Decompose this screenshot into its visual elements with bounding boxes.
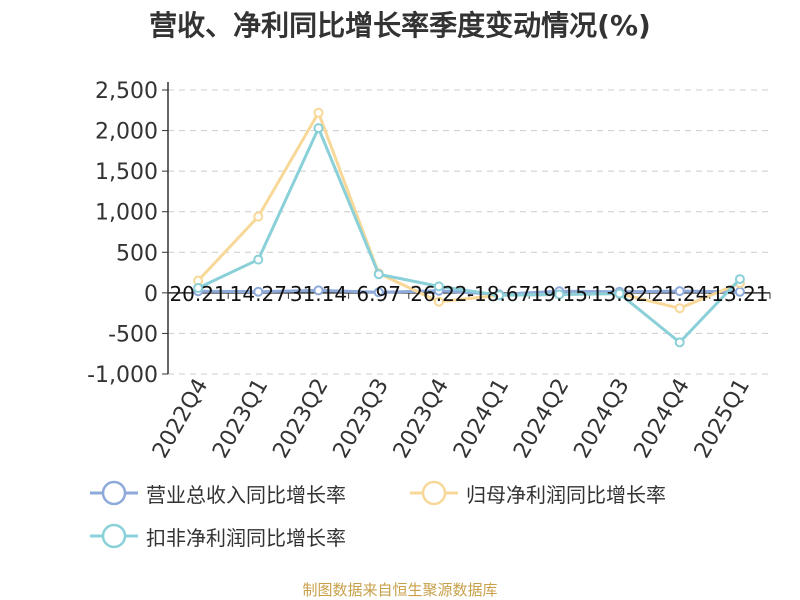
legend-item[interactable]: 归母净利润同比增长率 (408, 478, 666, 508)
data-point (554, 289, 565, 300)
data-label: 14.27 (230, 282, 287, 306)
data-point (373, 287, 384, 298)
y-tick-label: 1,000 (95, 201, 158, 226)
data-point (313, 123, 324, 134)
y-tick-label: -500 (108, 322, 158, 347)
data-label: 20.21 (169, 282, 226, 306)
legend-marker-circle (421, 480, 447, 506)
data-point (494, 290, 505, 301)
data-point (674, 303, 685, 314)
x-tick-label: 2025Q1 (690, 375, 755, 463)
legend-item[interactable]: 营业总收入同比增长率 (88, 478, 346, 508)
legend-marker-circle (101, 480, 127, 506)
y-tick-label: 0 (144, 282, 158, 307)
data-point (433, 296, 444, 307)
data-point (313, 107, 324, 118)
y-tick-label: -1,000 (87, 363, 158, 388)
x-tick-label: 2023Q4 (389, 375, 454, 463)
x-tick-label: 2023Q3 (329, 375, 394, 463)
y-tick-label: 500 (116, 241, 158, 266)
data-point (614, 288, 625, 299)
legend-label: 营业总收入同比增长率 (146, 482, 346, 507)
legend-item[interactable]: 扣非净利润同比增长率 (88, 521, 346, 551)
chart-title: 营收、净利同比增长率季度变动情况(%) (149, 9, 651, 42)
x-tick-label: 2023Q1 (208, 375, 273, 463)
data-label: -18.67 (467, 282, 531, 306)
x-tick-label: 2024Q2 (509, 375, 574, 463)
data-point (253, 286, 264, 297)
data-point (674, 286, 685, 297)
data-point (674, 337, 685, 348)
y-tick-label: 1,500 (95, 160, 158, 185)
legend-marker-icon (410, 480, 458, 506)
data-point (313, 285, 324, 296)
data-point (193, 282, 204, 293)
source-note: 制图数据来自恒生聚源数据库 (302, 581, 498, 599)
data-point (253, 211, 264, 222)
legend-marker-icon (90, 523, 138, 549)
data-label: 13.82 (591, 282, 648, 306)
legend-marker-circle (101, 523, 127, 549)
legend-label: 归母净利润同比增长率 (466, 482, 666, 507)
y-tick-label: 2,500 (95, 79, 158, 104)
series (193, 107, 745, 348)
data-point (253, 254, 264, 265)
data-label: 21.24 (651, 282, 708, 306)
y-tick-label: 2,000 (95, 120, 158, 145)
x-tick-label: 2024Q4 (630, 375, 695, 463)
x-tick-label: 2024Q1 (449, 374, 514, 462)
data-point (433, 281, 444, 292)
legend-marker-icon (90, 480, 138, 506)
data-label: 6.97 (356, 282, 401, 306)
data-label: 26.22 (410, 282, 467, 306)
axes: -1,000-50005001,0001,5002,0002,5002022Q4… (87, 79, 771, 463)
series-line (198, 288, 740, 296)
series-line (197, 126, 741, 344)
x-tick-label: 2023Q2 (268, 375, 333, 463)
series-line (197, 111, 741, 310)
data-labels: 20.21 14.27 31.14 6.97 26.22 -18.67 19.15 13.82… (169, 282, 768, 306)
data-label: 31.14 (290, 282, 347, 306)
grid-lines (168, 89, 770, 375)
data-point (734, 274, 745, 285)
data-label: 19.15 (531, 282, 588, 306)
data-point (373, 269, 384, 280)
x-tick-label: 2024Q3 (569, 375, 634, 463)
legend-label: 扣非净利润同比增长率 (146, 525, 346, 550)
data-label: 13.21 (711, 282, 768, 306)
